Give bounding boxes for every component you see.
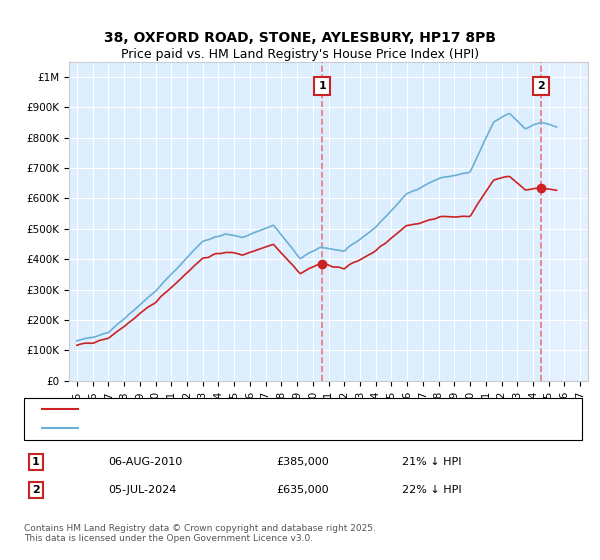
- Text: 1: 1: [319, 81, 326, 91]
- Text: 22% ↓ HPI: 22% ↓ HPI: [402, 485, 461, 495]
- Text: 21% ↓ HPI: 21% ↓ HPI: [402, 457, 461, 467]
- Text: 2: 2: [32, 485, 40, 495]
- Text: 1: 1: [32, 457, 40, 467]
- Text: HPI: Average price, detached house, Buckinghamshire: HPI: Average price, detached house, Buck…: [84, 423, 367, 433]
- Text: 2: 2: [537, 81, 545, 91]
- Text: £635,000: £635,000: [276, 485, 329, 495]
- Text: 38, OXFORD ROAD, STONE, AYLESBURY, HP17 8PB: 38, OXFORD ROAD, STONE, AYLESBURY, HP17 …: [104, 31, 496, 45]
- Text: 06-AUG-2010: 06-AUG-2010: [108, 457, 182, 467]
- Text: 38, OXFORD ROAD, STONE, AYLESBURY, HP17 8PB (detached house): 38, OXFORD ROAD, STONE, AYLESBURY, HP17 …: [84, 404, 441, 414]
- Text: Contains HM Land Registry data © Crown copyright and database right 2025.
This d: Contains HM Land Registry data © Crown c…: [24, 524, 376, 543]
- Text: 05-JUL-2024: 05-JUL-2024: [108, 485, 176, 495]
- Text: Price paid vs. HM Land Registry's House Price Index (HPI): Price paid vs. HM Land Registry's House …: [121, 48, 479, 60]
- Bar: [541, 62, 588, 381]
- Text: £385,000: £385,000: [276, 457, 329, 467]
